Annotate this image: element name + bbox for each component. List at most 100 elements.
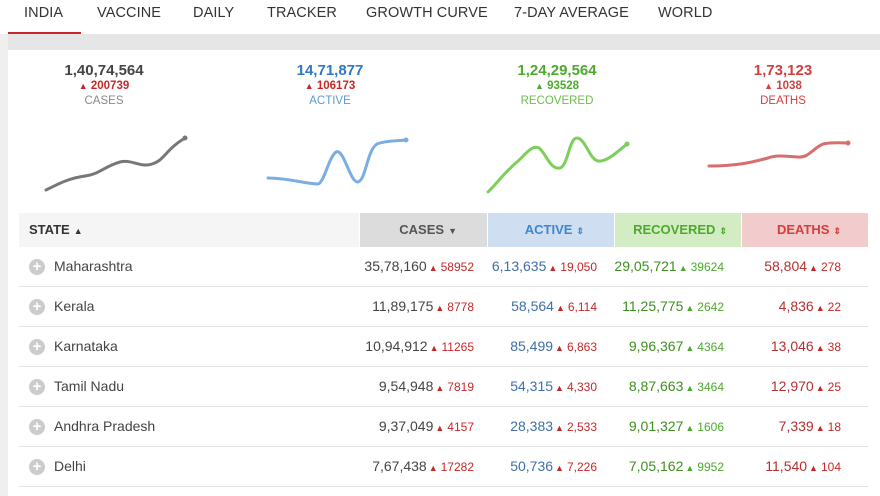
- stat-deaths-delta: ▲ 1038: [693, 79, 873, 93]
- tab-growth-curve[interactable]: GROWTH CURVE: [366, 5, 488, 21]
- expand-row-icon[interactable]: +: [29, 259, 45, 275]
- active-trend-endpoint: [403, 137, 409, 143]
- up-arrow-icon: ▲: [555, 383, 564, 393]
- expand-row-icon[interactable]: +: [29, 419, 45, 435]
- up-arrow-icon: ▲: [685, 303, 695, 313]
- tab-india[interactable]: INDIA: [8, 5, 81, 34]
- header-deaths[interactable]: DEATHS ⇕: [742, 213, 868, 247]
- up-arrow-icon: ▲: [809, 463, 818, 473]
- up-arrow-icon: ▲: [685, 423, 695, 433]
- state-name[interactable]: Kerala: [54, 298, 95, 314]
- up-arrow-icon: ▲: [429, 343, 439, 353]
- table-row[interactable]: + Maharashtra 35,78,160 ▲ 58952 6,13,635 ▲ 19,0…: [19, 247, 868, 287]
- active-delta: ▲ 6,863: [555, 340, 597, 354]
- active-value: 85,499: [510, 338, 554, 354]
- active-sparkline: [266, 137, 409, 186]
- state-name[interactable]: Maharashtra: [54, 258, 133, 274]
- deaths-cell: 4,836 ▲ 22: [779, 298, 841, 316]
- active-value: 6,13,635: [491, 258, 547, 274]
- deaths-cell: 58,804 ▲ 278: [764, 258, 841, 276]
- tab-world[interactable]: WORLD: [658, 5, 713, 21]
- recovered-cell: 7,05,162 ▲ 9952: [629, 458, 724, 476]
- header-deaths-label: DEATHS: [776, 222, 830, 237]
- up-arrow-icon: ▲: [435, 303, 445, 313]
- header-active[interactable]: ACTIVE ⇕: [488, 213, 614, 247]
- expand-row-icon[interactable]: +: [29, 299, 45, 315]
- cases-sparkline: [44, 135, 188, 192]
- table-row[interactable]: + Kerala 11,89,175 ▲ 8778 58,564 ▲ 6,114 11,25,7…: [19, 287, 868, 327]
- cases-trend-line: [44, 136, 187, 192]
- header-cases-label: CASES: [399, 222, 445, 237]
- deaths-cell: 13,046 ▲ 38: [771, 338, 841, 356]
- table-row[interactable]: + Tamil Nadu 9,54,948 ▲ 7819 54,315 ▲ 4,330 8,87…: [19, 367, 868, 407]
- stat-recovered-label: RECOVERED: [520, 95, 594, 107]
- tab-tracker[interactable]: TRACKER: [267, 5, 337, 21]
- cases-value: 9,54,948: [378, 378, 434, 394]
- recovered-cell: 11,25,775 ▲ 2642: [622, 298, 724, 316]
- up-arrow-icon: ▲: [555, 343, 564, 353]
- up-arrow-icon: ▲: [678, 263, 688, 273]
- stat-recovered: 1,24,29,564 ▲ 93528 RECOVERED: [467, 62, 647, 109]
- deaths-delta: ▲ 22: [816, 300, 841, 314]
- deaths-cell: 7,339 ▲ 18: [779, 418, 841, 436]
- cases-cell: 11,89,175 ▲ 8778: [372, 298, 474, 316]
- table-row[interactable]: + Delhi 7,67,438 ▲ 17282 50,736 ▲ 7,226 7,05,162…: [19, 447, 868, 487]
- cases-cell: 7,67,438 ▲ 17282: [372, 458, 474, 476]
- active-value: 54,315: [510, 378, 554, 394]
- active-delta-value: 6,863: [566, 340, 597, 354]
- stat-deaths: 1,73,123 ▲ 1038 DEATHS: [693, 62, 873, 109]
- recovered-value: 9,01,327: [628, 418, 684, 434]
- active-delta-value: 2,533: [566, 420, 597, 434]
- active-delta-value: 6,114: [567, 300, 597, 314]
- top-nav: INDIA VACCINE DAILY TRACKER GROWTH CURVE…: [0, 0, 880, 34]
- stat-active-total: 14,71,877: [296, 62, 364, 79]
- cases-delta-value: 8778: [447, 300, 474, 314]
- recovered-delta-value: 9952: [697, 460, 724, 474]
- state-name[interactable]: Andhra Pradesh: [54, 418, 156, 434]
- up-arrow-icon: ▲: [685, 463, 695, 473]
- sort-arrows-icon: ▲︎: [73, 226, 83, 236]
- state-name[interactable]: Tamil Nadu: [54, 378, 125, 394]
- stat-recovered-total: 1,24,29,564: [517, 62, 597, 79]
- cases-cell: 10,94,912 ▲ 11265: [365, 338, 474, 356]
- stat-deaths-delta-value: 1038: [776, 80, 802, 92]
- up-arrow-icon: ▲: [685, 343, 695, 353]
- cases-value: 35,78,160: [364, 258, 427, 274]
- deaths-delta-value: 25: [827, 380, 841, 394]
- deaths-delta: ▲ 38: [816, 340, 841, 354]
- deaths-delta-value: 18: [827, 420, 841, 434]
- header-cases[interactable]: CASES ▼: [360, 213, 487, 247]
- state-name[interactable]: Karnataka: [54, 338, 118, 354]
- sort-down-icon: ▼: [448, 226, 457, 236]
- expand-row-icon[interactable]: +: [29, 379, 45, 395]
- recovered-delta: ▲ 1606: [685, 420, 724, 434]
- active-delta-value: 4,330: [566, 380, 597, 394]
- active-cell: 85,499 ▲ 6,863: [510, 338, 597, 356]
- stat-active-delta-value: 106173: [316, 80, 356, 92]
- deaths-sparkline: [707, 140, 851, 168]
- cases-cell: 35,78,160 ▲ 58952: [364, 258, 474, 276]
- tab-daily[interactable]: DAILY: [193, 5, 235, 21]
- up-arrow-icon: ▲: [815, 343, 825, 353]
- active-value: 50,736: [510, 458, 554, 474]
- recovered-delta-value: 4364: [697, 340, 724, 354]
- header-recovered[interactable]: RECOVERED ⇕: [615, 213, 741, 247]
- cases-cell: 9,37,049 ▲ 4157: [379, 418, 474, 436]
- active-cell: 58,564 ▲ 6,114: [511, 298, 597, 316]
- recovered-delta: ▲ 3464: [685, 380, 724, 394]
- cases-value: 11,89,175: [372, 298, 434, 314]
- tab-7-day-average[interactable]: 7-DAY AVERAGE: [514, 5, 629, 21]
- tab-vaccine[interactable]: VACCINE: [97, 5, 162, 21]
- header-state[interactable]: STATE ▲︎: [19, 213, 359, 247]
- table-row[interactable]: + Andhra Pradesh 9,37,049 ▲ 4157 28,383 ▲ 2,533…: [19, 407, 868, 447]
- up-arrow-icon: ▲: [815, 383, 825, 393]
- header-recovered-label: RECOVERED: [633, 222, 716, 237]
- up-arrow-icon: ▲: [428, 263, 438, 273]
- active-delta: ▲ 7,226: [555, 460, 597, 474]
- up-arrow-icon: ▲: [428, 463, 438, 473]
- cases-delta: ▲ 17282: [429, 460, 474, 474]
- expand-row-icon[interactable]: +: [29, 459, 45, 475]
- expand-row-icon[interactable]: +: [29, 339, 45, 355]
- state-name[interactable]: Delhi: [54, 458, 86, 474]
- table-row[interactable]: + Karnataka 10,94,912 ▲ 11265 85,499 ▲ 6,863 9,9…: [19, 327, 868, 367]
